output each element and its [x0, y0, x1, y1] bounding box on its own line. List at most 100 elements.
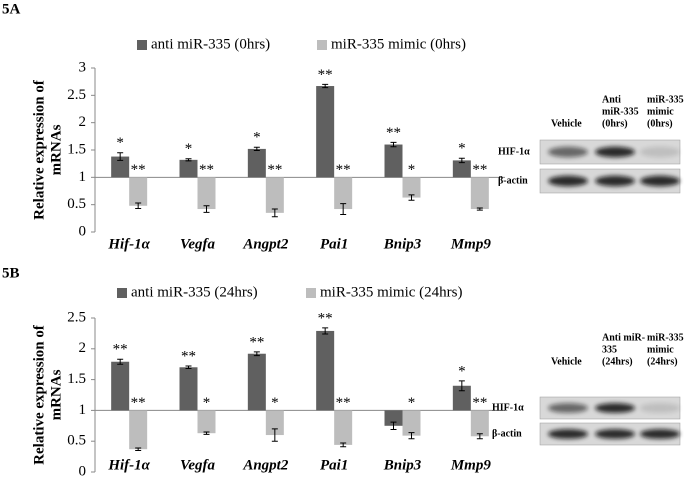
row-label: HIF-1α [492, 402, 524, 413]
bar [334, 410, 353, 445]
lane-label: mimic [647, 106, 674, 117]
x-tick-label: Bnip3 [383, 236, 422, 252]
y-tick-label: 0 [79, 463, 87, 479]
bar [111, 361, 130, 411]
bar [197, 410, 216, 434]
error-bar [203, 205, 210, 213]
x-tick-label: Bnip3 [383, 457, 422, 473]
significance-mark: ** [113, 342, 128, 358]
error-bar [476, 433, 483, 440]
lane-label: Vehicle [551, 118, 582, 129]
significance-mark: ** [131, 162, 146, 178]
error-bar [203, 431, 210, 435]
x-tick-label: Angpt2 [242, 236, 289, 252]
bar [247, 353, 266, 411]
bar [129, 177, 148, 206]
error-bar [408, 432, 415, 440]
bar [179, 367, 198, 411]
blot-band [640, 175, 680, 187]
x-tick-label: Hif-1α [107, 236, 150, 252]
lane-label: Anti [602, 94, 621, 105]
error-bar [390, 141, 397, 148]
significance-mark: * [408, 162, 416, 178]
blot-band [640, 403, 680, 413]
error-bar [322, 327, 329, 335]
y-tick-label: 0.5 [67, 433, 86, 449]
bar [129, 410, 148, 450]
error-bar [322, 83, 329, 89]
error-bar [390, 421, 397, 430]
error-bar [253, 146, 260, 152]
x-tick-label: Mmp9 [450, 457, 492, 473]
bar [265, 410, 284, 436]
x-tick-label: Hif-1α [107, 457, 150, 473]
error-bar [340, 203, 347, 216]
lane-label: miR-335 [647, 94, 684, 105]
blot-band [595, 146, 635, 158]
y-tick-label: 1 [79, 402, 87, 418]
legend-label: anti miR-335 (24hrs) [131, 284, 258, 300]
legend-swatch [317, 40, 327, 50]
y-axis-label: Relative expression of [31, 79, 47, 220]
significance-mark: ** [336, 162, 351, 178]
significance-mark: ** [199, 162, 214, 178]
error-bar [476, 207, 483, 211]
y-tick-label: 2 [79, 114, 87, 130]
blot-band [548, 146, 588, 158]
blot-band [548, 429, 588, 439]
significance-mark: * [271, 395, 279, 411]
x-tick-label: Vegfa [180, 236, 215, 252]
bar [265, 177, 284, 213]
y-tick-label: 1 [79, 169, 87, 185]
significance-mark: ** [181, 348, 196, 364]
bar [316, 330, 335, 411]
panel-label: 5B [2, 265, 20, 281]
y-tick-label: 1.5 [67, 141, 86, 157]
x-tick-label: Pai1 [320, 457, 348, 473]
lane-label: (24hrs) [602, 356, 633, 367]
significance-mark: * [185, 141, 193, 157]
blot-band [640, 146, 680, 158]
bar [402, 410, 421, 436]
error-bar [458, 157, 465, 164]
lane-label: 335 [602, 344, 617, 355]
significance-mark: ** [249, 334, 264, 350]
lane-label: Vehicle [551, 356, 582, 367]
significance-mark: ** [131, 395, 146, 411]
lane-label: miR-335 [602, 106, 639, 117]
error-bar [117, 152, 124, 161]
lane-label: (0hrs) [647, 118, 673, 129]
y-axis-label: mRNAs [48, 124, 64, 175]
significance-mark: ** [318, 67, 333, 83]
lane-label: (24hrs) [647, 356, 678, 367]
y-tick-label: 2.5 [67, 309, 86, 325]
error-bar [271, 208, 278, 218]
error-bar [271, 428, 278, 442]
error-bar [185, 365, 192, 370]
row-label: β-actin [498, 175, 528, 186]
x-tick-label: Angpt2 [242, 457, 289, 473]
lane-label: mimic [647, 344, 674, 355]
blot-band [595, 403, 635, 413]
y-tick-label: 0.5 [67, 196, 86, 212]
legend-swatch [306, 288, 316, 298]
blot-band [548, 403, 588, 413]
blot-band [548, 175, 588, 187]
significance-mark: * [458, 363, 466, 379]
significance-mark: ** [267, 162, 282, 178]
bar [470, 177, 489, 210]
significance-mark: * [408, 395, 416, 411]
bar [452, 385, 471, 411]
legend-label: miR-335 mimic (0hrs) [331, 36, 466, 52]
bar [384, 410, 403, 426]
error-bar [408, 194, 415, 201]
error-bar [253, 351, 260, 357]
legend-swatch [117, 288, 127, 298]
lane-label: (0hrs) [602, 118, 628, 129]
legend-swatch [137, 40, 147, 50]
bar [402, 177, 421, 198]
significance-mark: ** [472, 162, 487, 178]
row-label: HIF-1α [498, 146, 530, 157]
